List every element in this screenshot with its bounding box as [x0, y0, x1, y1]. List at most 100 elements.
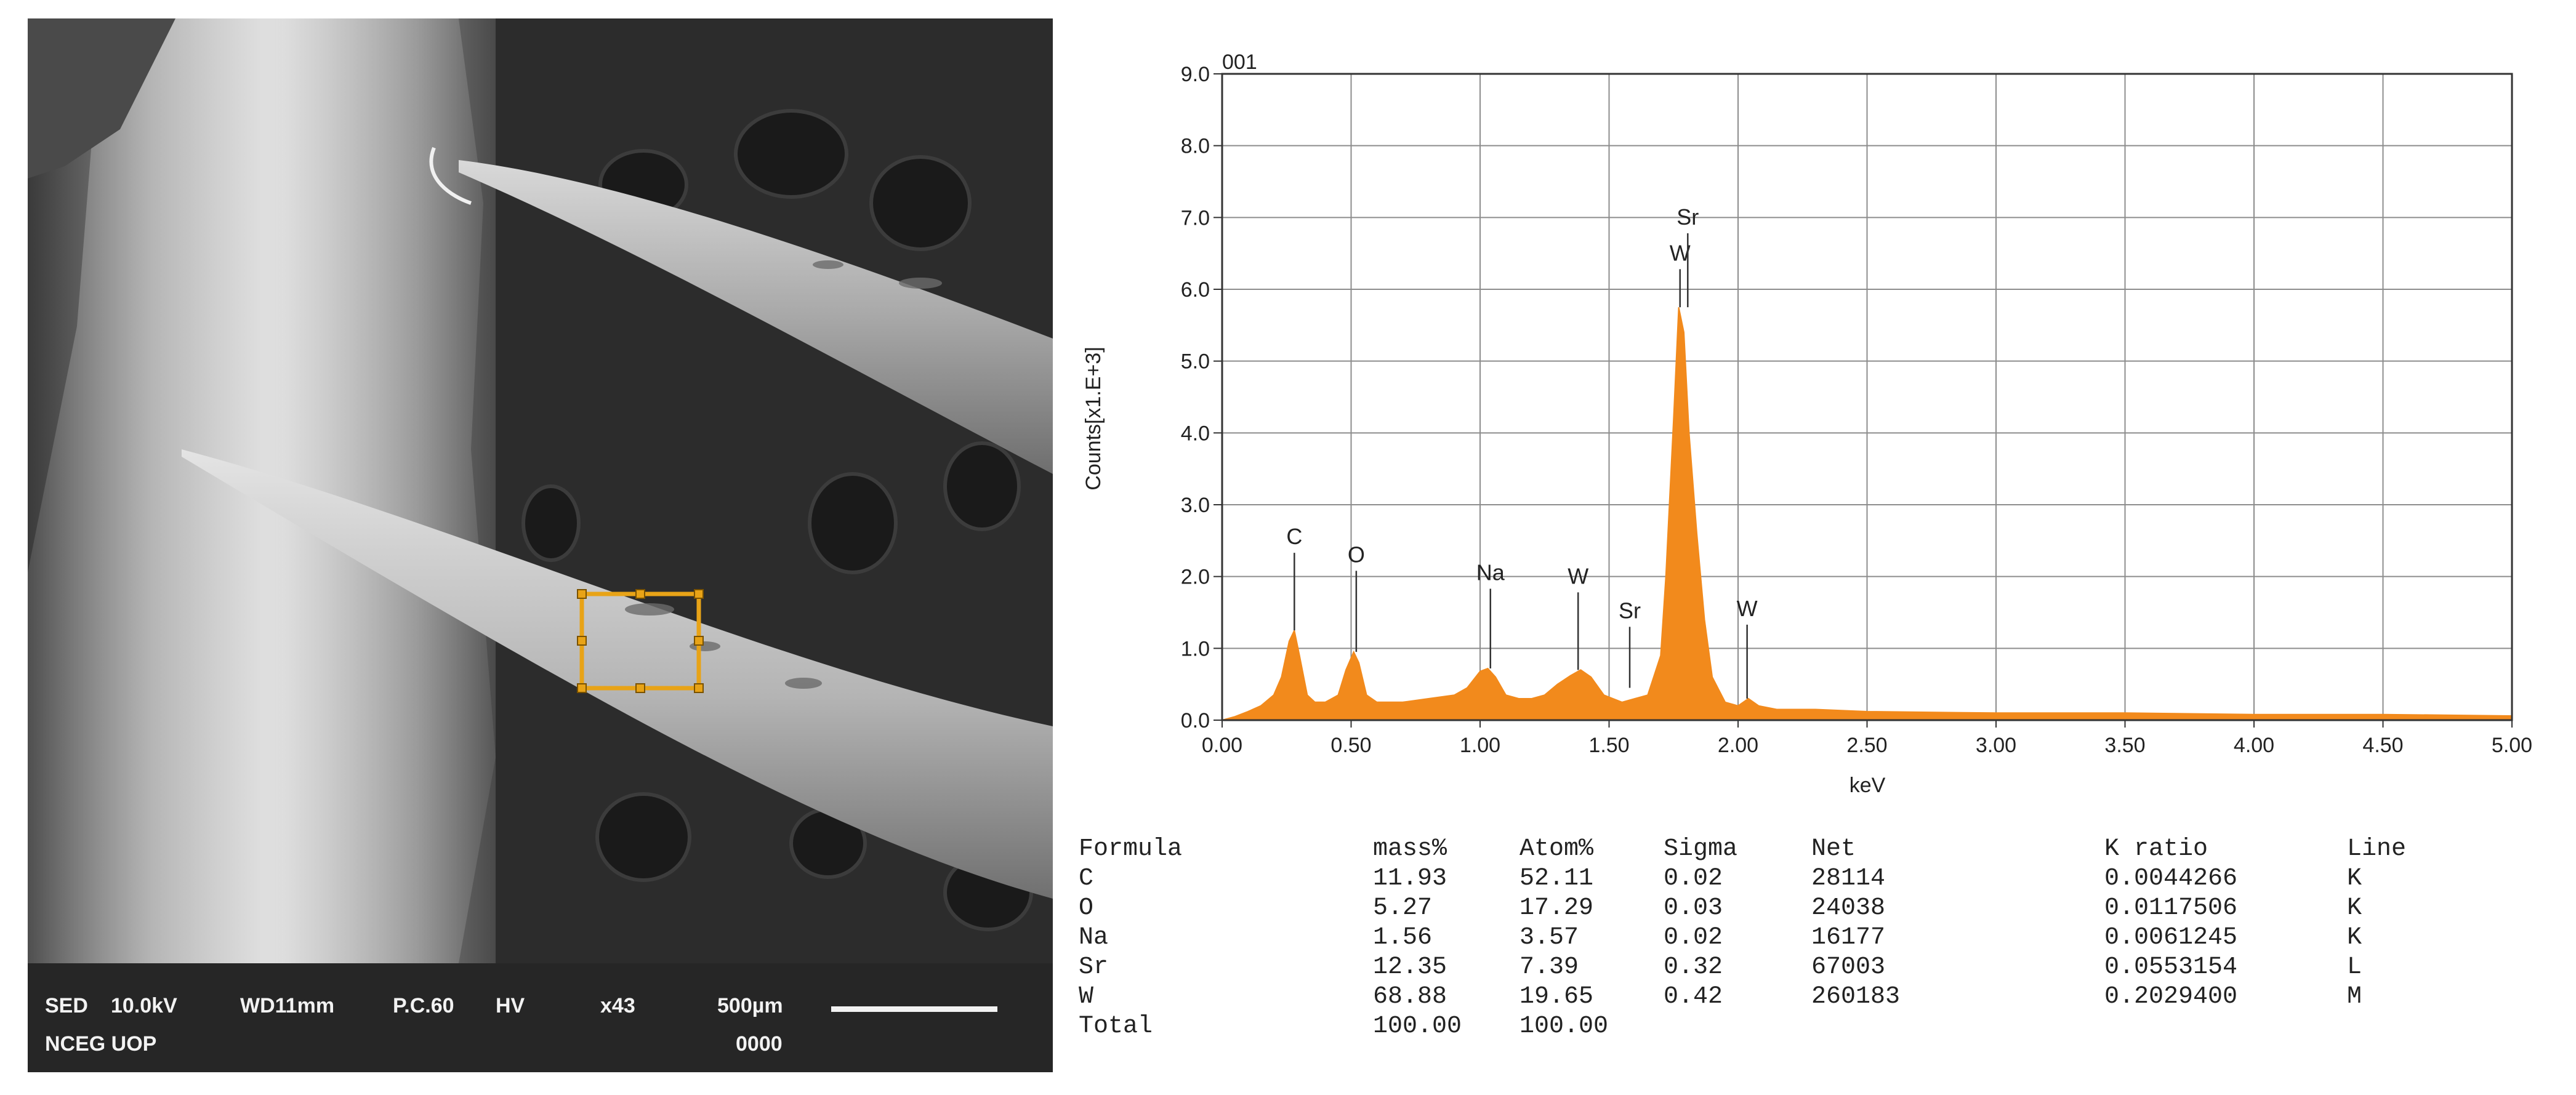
x-tick-label: 1.50: [1588, 734, 1629, 757]
y-axis-label: Counts[x1.E+3]: [1082, 347, 1105, 490]
x-tick-label: 2.00: [1718, 734, 1758, 757]
cell-atom-percent: 3.57: [1519, 923, 1579, 952]
x-tick-label: 4.50: [2362, 734, 2403, 757]
header-net: Net: [1811, 835, 1856, 863]
cell-formula: Sr: [1079, 953, 1109, 981]
sem-data-bar: SED 10.0kV WD11mm P.C.60 HV x43 500µm NC…: [28, 963, 1053, 1072]
peak-label: O: [1348, 542, 1365, 567]
x-tick-label: 3.50: [2104, 734, 2145, 757]
x-tick-label: 0.00: [1202, 734, 1242, 757]
cell-k-ratio: [2104, 1011, 2347, 1041]
cell-net: 260183: [1811, 982, 1901, 1011]
cell-k-ratio: 0.0553154: [2104, 953, 2238, 981]
cell-mass-percent: 11.93: [1373, 864, 1447, 892]
header-mass-percent: mass%: [1373, 835, 1447, 863]
cell-atom-percent: 17.29: [1519, 894, 1594, 922]
sem-voltage: 10.0kV: [111, 994, 177, 1017]
y-tick-label: 1.0: [1181, 637, 1210, 660]
cell-formula: C: [1079, 864, 1094, 892]
analysis-area-marker: [577, 589, 704, 693]
spectrum-area: [1222, 307, 2513, 721]
header-formula: Formula: [1079, 835, 1183, 863]
header-line: Line: [2347, 835, 2407, 863]
table-total-row: Total 100.00 100.00: [1079, 1011, 2470, 1041]
sem-mode: SED: [45, 994, 88, 1017]
cell-k-ratio: 0.0061245: [2104, 923, 2238, 952]
x-axis-label: keV: [1849, 774, 1886, 797]
y-tick-label: 7.0: [1181, 206, 1210, 230]
peak-label: W: [1568, 563, 1588, 588]
y-tick-label: 9.0: [1181, 63, 1210, 86]
table-row: Na 1.56 3.57 0.02 16177 0.0061245 K: [1079, 923, 2470, 952]
cell-mass-percent: 1.56: [1373, 923, 1433, 952]
cell-formula: W: [1079, 982, 1094, 1011]
eds-results-table: Formula mass% Atom% Sigma Net K ratio Li…: [1079, 834, 2470, 1041]
sem-working-distance: WD11mm: [240, 994, 335, 1017]
peak-label: C: [1286, 524, 1302, 549]
sem-image-number: 0000: [736, 1032, 783, 1056]
cell-sigma: 0.02: [1664, 864, 1723, 892]
peak-label: Sr: [1676, 204, 1699, 230]
y-tick-label: 5.0: [1181, 350, 1210, 374]
cell-atom-percent: 52.11: [1519, 864, 1594, 892]
cell-sigma: 0.02: [1664, 923, 1723, 952]
x-tick-label: 2.50: [1846, 734, 1887, 757]
cell-k-ratio: 0.0044266: [2104, 864, 2238, 892]
cell-line: L: [2347, 953, 2362, 981]
cell-sigma: [1664, 1011, 1811, 1041]
cell-k-ratio: 0.0117506: [2104, 894, 2238, 922]
cell-formula: Na: [1079, 923, 1109, 952]
table-row: Sr 12.35 7.39 0.32 67003 0.0553154 L: [1079, 952, 2470, 982]
sem-institution: NCEG UOP: [45, 1032, 157, 1056]
y-tick-label: 8.0: [1181, 135, 1210, 158]
x-axis-ticks: 0.00 0.50 1.00 1.50 2.00 2.50 3.00 3.50 4.00 4.50…: [1202, 720, 2532, 757]
x-tick-label: 3.00: [1976, 734, 2016, 757]
cell-k-ratio: 0.2029400: [2104, 982, 2238, 1011]
sem-micrograph-image: [28, 18, 1053, 963]
peak-label: Sr: [1619, 598, 1641, 623]
table-header-row: Formula mass% Atom% Sigma Net K ratio Li…: [1079, 834, 2470, 864]
sem-micrograph-panel: SED 10.0kV WD11mm P.C.60 HV x43 500µm NC…: [28, 18, 1053, 1072]
x-tick-label: 1.00: [1460, 734, 1500, 757]
cell-line: M: [2347, 982, 2362, 1011]
header-atom-percent: Atom%: [1519, 835, 1594, 863]
peak-label: Na: [1476, 560, 1505, 585]
eds-spectrum-chart: 0.0 1.0 2.0 3.0 4.0 5.0 6.0 7.0 8.0 9.0 0.00 0.50 1…: [1082, 50, 2532, 797]
x-tick-label: 4.00: [2234, 734, 2274, 757]
cell-mass-percent: 68.88: [1373, 982, 1447, 1011]
cell-line: K: [2347, 864, 2362, 892]
sem-vacuum-mode: HV: [496, 994, 525, 1017]
cell-mass-percent: 100.00: [1373, 1012, 1462, 1040]
y-axis-ticks: 0.0 1.0 2.0 3.0 4.0 5.0 6.0 7.0 8.0 9.0: [1181, 63, 1222, 732]
cell-line: [2347, 1011, 2470, 1041]
sem-scale-label: 500µm: [717, 994, 783, 1017]
peak-label: W: [1737, 596, 1758, 621]
cell-sigma: 0.42: [1664, 982, 1723, 1011]
cell-mass-percent: 5.27: [1373, 894, 1433, 922]
cell-mass-percent: 12.35: [1373, 953, 1447, 981]
chart-title: 001: [1222, 50, 1257, 74]
chart-grid: [1222, 73, 2513, 721]
cell-sigma: 0.32: [1664, 953, 1723, 981]
cell-line: K: [2347, 894, 2362, 922]
sem-magnification: x43: [600, 994, 635, 1017]
table-row: C 11.93 52.11 0.02 28114 0.0044266 K: [1079, 864, 2470, 893]
y-tick-label: 3.0: [1181, 494, 1210, 517]
x-tick-label: 5.00: [2492, 734, 2532, 757]
cell-sigma: 0.03: [1664, 894, 1723, 922]
header-k-ratio: K ratio: [2104, 835, 2208, 863]
y-tick-label: 6.0: [1181, 278, 1210, 302]
table-row: W 68.88 19.65 0.42 260183 0.2029400 M: [1079, 982, 2470, 1011]
sem-probe-current: P.C.60: [393, 994, 454, 1017]
cell-atom-percent: 19.65: [1519, 982, 1594, 1011]
cell-line: K: [2347, 923, 2362, 952]
cell-net: 67003: [1811, 953, 1886, 981]
y-tick-label: 2.0: [1181, 566, 1210, 589]
x-tick-label: 0.50: [1330, 734, 1371, 757]
header-sigma: Sigma: [1664, 835, 1738, 863]
cell-net: [1811, 1011, 2104, 1041]
y-tick-label: 0.0: [1181, 709, 1210, 732]
cell-atom-percent: 100.00: [1519, 1012, 1609, 1040]
cell-net: 16177: [1811, 923, 1886, 952]
